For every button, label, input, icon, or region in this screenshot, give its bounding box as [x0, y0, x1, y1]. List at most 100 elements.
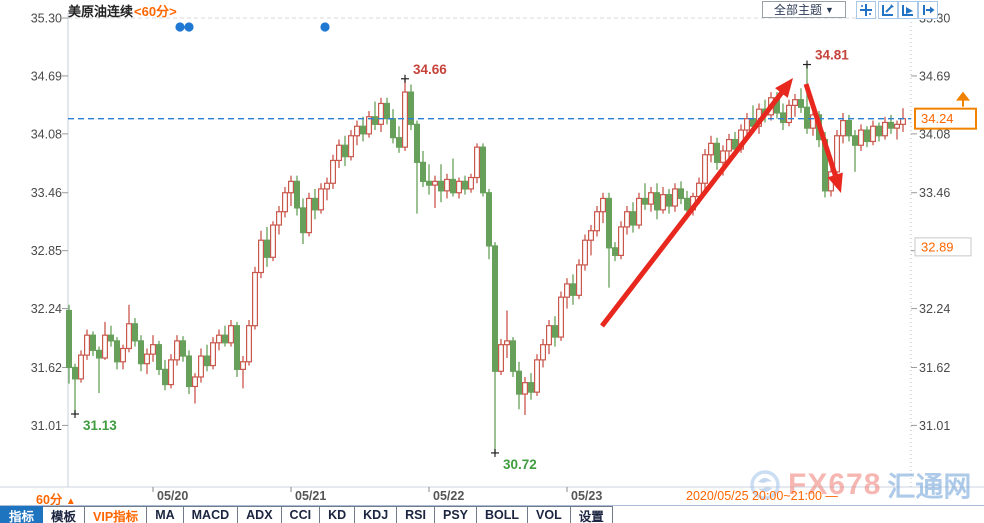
candle-body [396, 137, 403, 148]
price-label-left: 35.30 [31, 12, 62, 26]
toolbar-tab-indicators[interactable]: 指标 [0, 506, 44, 523]
period-selector[interactable]: 60分 ▲ [36, 489, 76, 508]
candle-body [258, 239, 265, 274]
candle-body [282, 192, 289, 213]
candle-body [426, 180, 433, 186]
toolbar-tab-kdj[interactable]: KDJ [355, 506, 398, 523]
candle-body [515, 370, 522, 395]
candle-body [653, 192, 660, 211]
toolbar-tab-vol[interactable]: VOL [528, 506, 571, 523]
price-label-left: 31.62 [31, 361, 62, 375]
candle-body [468, 176, 475, 190]
reference-price-value: 32.89 [921, 239, 954, 254]
candle-body [450, 178, 457, 194]
candle-body [659, 194, 666, 211]
toolbar-tab-kd[interactable]: KD [320, 506, 356, 523]
candle-body [378, 102, 385, 125]
toolbar-tab-psy[interactable]: PSY [435, 506, 478, 523]
candle-body [521, 382, 528, 395]
candlestick-chart[interactable]: 35.3035.3034.6934.6934.0834.0833.4633.46… [0, 0, 984, 510]
candle-body [444, 178, 451, 192]
candle-body [186, 355, 193, 388]
candle-body [641, 197, 648, 205]
bar-time-range: 2020/05/25 20:00~21:00 — [686, 489, 838, 503]
event-dot-icon [175, 22, 185, 32]
candle-body [71, 366, 78, 380]
candle-body [863, 129, 870, 143]
price-label-right: 31.62 [919, 361, 950, 375]
day-label: 05/22 [433, 489, 464, 503]
candle-body [563, 283, 570, 298]
candle-body [533, 359, 540, 393]
candle-body [83, 334, 90, 356]
candle-body [89, 334, 96, 351]
candle-body [138, 340, 145, 365]
price-label-left: 31.01 [31, 419, 62, 433]
theme-dropdown[interactable]: 全部主题 ▼ [762, 1, 846, 18]
candle-body [168, 359, 175, 386]
candle-body [144, 353, 151, 365]
candle-body [276, 211, 283, 226]
trend-arrow-head [827, 172, 843, 193]
candle-body [707, 142, 714, 156]
toolbar-tab-adx[interactable]: ADX [238, 506, 282, 523]
candle-body [264, 239, 271, 258]
candle-body [432, 180, 439, 186]
candle-body [174, 340, 181, 361]
candle-body [462, 180, 469, 190]
price-label-right: 32.24 [919, 302, 950, 316]
candle-body [665, 194, 672, 207]
candle-body [593, 211, 600, 232]
day-label: 05/21 [295, 489, 326, 503]
toolbar-tab-templates[interactable]: 模板 [43, 506, 86, 523]
candle-body [887, 121, 894, 129]
toolbar-tab-macd[interactable]: MACD [183, 506, 239, 523]
candle-body [119, 347, 126, 363]
candle-body [318, 188, 325, 211]
last-price-tag [914, 107, 977, 130]
candle-body [647, 192, 654, 205]
toolbar-tab-cci[interactable]: CCI [281, 506, 321, 523]
chevron-down-icon: ▼ [825, 4, 834, 15]
candle-body [306, 197, 313, 234]
candle-body [288, 180, 295, 194]
fit-chart-icon[interactable] [878, 1, 898, 19]
toolbar-tab-设置[interactable]: 设置 [570, 506, 613, 523]
candle-body [492, 245, 499, 372]
candle-body [785, 104, 792, 124]
candle-body [156, 344, 163, 370]
price-label-left: 32.85 [31, 244, 62, 258]
crosshair-icon[interactable] [856, 1, 876, 19]
candle-body [791, 99, 798, 106]
toolbar-tab-vip[interactable]: VIP指标 [85, 506, 148, 523]
candle-body [683, 197, 690, 211]
candle-body [107, 334, 114, 342]
jump-to-latest-icon[interactable] [918, 1, 938, 19]
candle-body [719, 150, 726, 163]
candle-body [857, 129, 864, 146]
price-label-left: 32.24 [31, 302, 62, 316]
candle-body [881, 121, 888, 137]
toolbar-tab-boll[interactable]: BOLL [477, 506, 529, 523]
candle-body [725, 138, 732, 152]
toolbar-tab-ma[interactable]: MA [147, 506, 184, 523]
price-label-right: 33.46 [919, 186, 950, 200]
scroll-right-icon[interactable] [898, 1, 918, 19]
candle-body [390, 118, 397, 139]
candle-body [222, 334, 229, 344]
triangle-up-icon: ▲ [65, 496, 76, 507]
candle-body [851, 135, 858, 146]
candle-body [899, 118, 906, 125]
candle-body [545, 325, 552, 346]
candle-body [216, 334, 223, 344]
candle-body [65, 309, 72, 369]
extreme-price-label: 34.81 [815, 48, 849, 63]
candle-body [77, 354, 84, 380]
candle-body [845, 119, 852, 137]
candle-body [348, 135, 355, 158]
toolbar-tab-rsi[interactable]: RSI [397, 506, 435, 523]
candle-body [384, 102, 391, 120]
candle-body [875, 125, 882, 137]
candle-body [504, 340, 511, 346]
